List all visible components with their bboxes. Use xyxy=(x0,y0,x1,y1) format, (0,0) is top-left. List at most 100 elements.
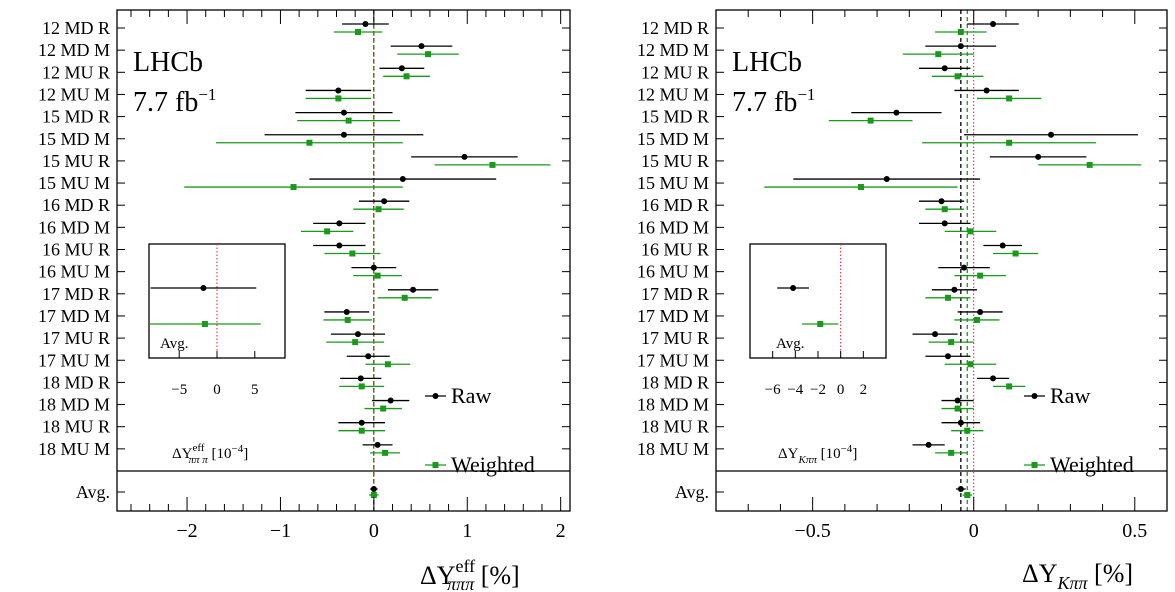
inset-x-tick-label: 2 xyxy=(860,382,868,398)
weighted-point xyxy=(354,29,361,35)
inset-avg-label: Avg. xyxy=(776,336,804,352)
reference-lines xyxy=(960,10,975,511)
category-label: 18 MD M xyxy=(38,395,110,415)
luminosity-label: 7.7 fb−1 xyxy=(732,85,815,118)
category-label: 18 MU M xyxy=(38,439,110,459)
raw-point xyxy=(381,198,388,205)
category-label: 17 MU R xyxy=(42,328,110,348)
category-label: 16 MD R xyxy=(42,195,110,215)
weighted-average-point xyxy=(370,492,377,498)
category-label: 12 MD M xyxy=(38,40,110,60)
data-points xyxy=(184,21,551,456)
weighted-point xyxy=(957,29,964,35)
category-label: 16 MU M xyxy=(637,262,709,282)
category-label: 17 MD M xyxy=(637,306,709,326)
raw-point xyxy=(336,242,343,249)
category-label: 17 MD R xyxy=(641,284,709,304)
inset-weighted-point xyxy=(201,321,208,327)
average-points xyxy=(716,486,973,498)
raw-point xyxy=(957,419,964,426)
raw-point xyxy=(951,286,958,293)
experiment-label: LHCb xyxy=(133,47,203,78)
weighted-point xyxy=(948,449,955,456)
raw-point xyxy=(354,331,361,338)
weighted-point xyxy=(374,272,381,279)
weighted-point xyxy=(967,228,974,235)
inset-x-tick-label: −6 xyxy=(765,382,781,398)
weighted-point xyxy=(349,250,356,257)
raw-point xyxy=(1048,131,1055,138)
category-labels: 12 MD R12 MD M12 MU R12 MU M 15 MD R15 MD… xyxy=(38,18,570,459)
raw-point xyxy=(387,397,394,404)
raw-point xyxy=(365,353,372,360)
x-axis-title: ΔYKππ [%] xyxy=(1022,559,1133,592)
inset-x-tick-label: −5 xyxy=(171,382,187,398)
raw-point xyxy=(340,131,347,138)
raw-point xyxy=(343,308,350,315)
category-label: 15 MU R xyxy=(641,151,709,171)
x-tick-label: 2 xyxy=(556,520,566,542)
inset-plot: Avg. −6 −4 −2 0 2 xyxy=(749,243,887,398)
weighted-point xyxy=(857,184,864,191)
raw-point xyxy=(418,43,425,50)
x-tick-label: 0 xyxy=(969,520,979,542)
category-label: 15 MU M xyxy=(38,173,110,193)
weighted-point xyxy=(425,51,432,58)
inset-x-tick-label: 5 xyxy=(251,382,259,398)
category-label: 18 MD M xyxy=(637,395,709,415)
category-label: 17 MD M xyxy=(38,306,110,326)
weighted-point xyxy=(358,427,365,434)
legend-raw-label: Raw xyxy=(1050,383,1090,408)
weighted-point xyxy=(941,206,948,213)
x-tick-label: −0.5 xyxy=(795,520,831,542)
category-label: 12 MD R xyxy=(42,18,110,38)
weighted-point xyxy=(948,339,955,346)
legend-raw-marker xyxy=(432,393,439,399)
inset-x-tick-label: 0 xyxy=(837,382,845,398)
data-points xyxy=(764,21,1142,456)
weighted-point xyxy=(344,316,351,323)
avg-label: Avg. xyxy=(76,482,110,502)
panel-kpipi: 12 MD R12 MD M12 MU R12 MU M 15 MD R15 MD… xyxy=(637,9,1168,592)
raw-point xyxy=(990,375,997,382)
inset-raw-point xyxy=(790,285,797,291)
category-label: 15 MD R xyxy=(641,107,709,127)
category-label: 12 MU R xyxy=(42,62,110,82)
legend-weighted-label: Weighted xyxy=(451,452,535,477)
raw-point xyxy=(990,21,997,27)
inset-axis-title: ΔYKππ [10−4] xyxy=(778,443,857,466)
inset-avg-label: Avg. xyxy=(160,336,188,352)
x-tick-label: 0 xyxy=(369,520,379,542)
legend-weighted-marker xyxy=(432,462,439,468)
category-label: 18 MU R xyxy=(641,417,709,437)
raw-point xyxy=(983,87,990,94)
plot-frame xyxy=(715,9,1168,512)
weighted-point xyxy=(964,427,971,434)
raw-point xyxy=(399,176,406,183)
raw-point xyxy=(410,286,417,293)
weighted-point xyxy=(489,161,496,168)
category-label: 15 MD M xyxy=(637,129,709,149)
weighted-point xyxy=(1006,139,1013,146)
category-labels: 12 MD R12 MD M12 MU R12 MU M 15 MD R15 MD… xyxy=(637,18,1167,459)
raw-point xyxy=(893,109,900,116)
category-label: 18 MU M xyxy=(637,439,709,459)
legend-weighted-marker xyxy=(1031,462,1038,468)
category-label: 12 MU M xyxy=(637,84,709,104)
category-label: 12 MU M xyxy=(38,84,110,104)
inset-weighted-point xyxy=(817,321,824,327)
plot-frame xyxy=(116,9,571,512)
category-label: 18 MD R xyxy=(641,372,709,392)
raw-point xyxy=(957,43,964,50)
weighted-point xyxy=(384,361,391,368)
legend-weighted-label: Weighted xyxy=(1050,452,1134,477)
inset-raw-point xyxy=(200,285,207,291)
category-label: 15 MD R xyxy=(42,107,110,127)
weighted-point xyxy=(1006,95,1013,102)
raw-point xyxy=(961,264,968,271)
raw-point xyxy=(362,21,369,27)
category-label: 16 MD R xyxy=(641,195,709,215)
weighted-point xyxy=(352,339,359,346)
category-label: 16 MU R xyxy=(641,240,709,260)
